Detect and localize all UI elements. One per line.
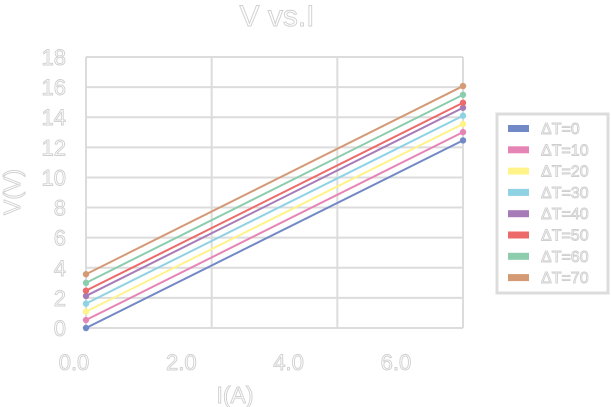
legend-swatch: [508, 252, 529, 260]
y-axis-label: V(V): [0, 169, 25, 215]
series-line: [85, 131, 464, 321]
y-tick-labels: 0 2 4 6 8 10 12 14 16 18: [41, 45, 66, 342]
chart-title: V vs.I: [239, 0, 314, 33]
y-tick-label: 2: [54, 286, 66, 311]
x-tick-labels: 0.0 2.0 4.0 6.0: [58, 350, 412, 376]
data-point: [459, 91, 467, 98]
series-line: [85, 85, 464, 276]
y-tick-label: 16: [42, 75, 66, 100]
data-point: [82, 279, 90, 287]
legend-label: ΔT=50: [541, 228, 589, 245]
x-tick-label: 6.0: [381, 350, 412, 375]
data-point: [459, 112, 467, 119]
legend-swatch: [508, 231, 529, 239]
data-point: [459, 82, 467, 90]
legend: ΔT=0 ΔT=10 ΔT=20 ΔT=30 ΔT=40 ΔT=50 ΔT=60 ΔT=70: [495, 112, 610, 295]
legend-label: ΔT=0: [541, 121, 580, 138]
data-point: [82, 287, 90, 294]
series-line: [85, 114, 464, 305]
y-tick-label: 14: [42, 105, 66, 130]
legend-swatch: [508, 125, 529, 132]
legend-label: ΔT=30: [541, 185, 589, 202]
legend-swatch: [508, 188, 529, 196]
data-point: [459, 99, 467, 106]
data-point: [82, 308, 90, 315]
data-point: [82, 324, 90, 332]
data-point: [82, 316, 90, 324]
legend-label: ΔT=70: [541, 270, 589, 287]
legend-swatch: [508, 274, 529, 282]
x-tick-label: 0.0: [59, 350, 90, 375]
series-line: [85, 106, 464, 297]
y-tick-label: 8: [54, 196, 66, 221]
legend-label: ΔT=10: [541, 142, 589, 159]
y-tick-label: 12: [42, 135, 66, 160]
legend-label: ΔT=60: [541, 249, 589, 266]
legend-label: ΔT=40: [541, 206, 589, 223]
legend-swatch: [508, 167, 529, 175]
legend-box: [495, 112, 610, 295]
series-line: [85, 93, 464, 284]
legend-swatch: [508, 146, 529, 154]
grid: [85, 56, 464, 329]
data-point: [459, 104, 467, 111]
series-lines: [82, 82, 467, 332]
x-tick-label: 4.0: [273, 350, 304, 375]
data-point: [82, 271, 90, 278]
series-line: [85, 101, 464, 292]
legend-label: ΔT=20: [541, 164, 589, 181]
legend-swatch: [508, 210, 529, 218]
x-axis-label: I(A): [216, 382, 253, 407]
y-tick-label: 10: [42, 165, 66, 190]
data-point: [459, 120, 467, 128]
data-point: [459, 137, 467, 144]
data-point: [459, 128, 467, 136]
y-tick-label: 4: [54, 256, 66, 281]
y-tick-label: 6: [54, 226, 66, 251]
y-tick-label: 18: [42, 45, 66, 70]
x-tick-label: 2.0: [166, 350, 197, 375]
y-tick-label: 0: [54, 316, 66, 341]
data-point: [82, 300, 90, 307]
data-point: [82, 292, 90, 300]
series-line: [85, 123, 464, 313]
series-line: [85, 139, 464, 329]
